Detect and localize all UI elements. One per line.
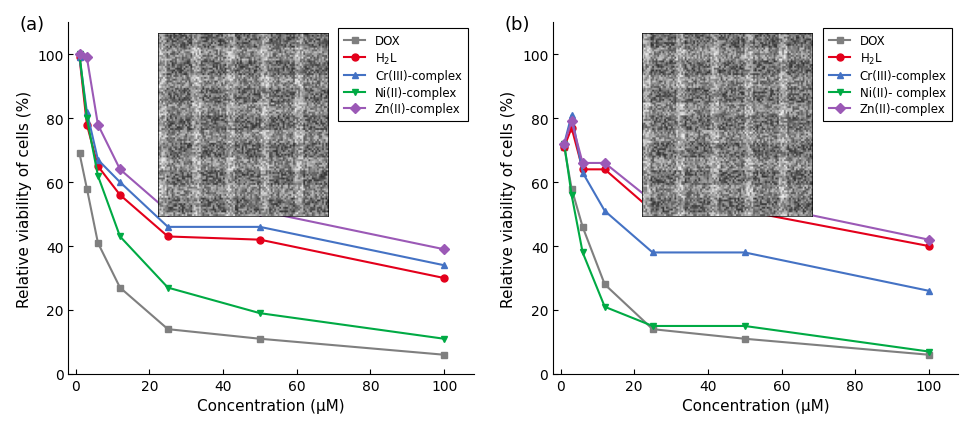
Zn(II)-complex [739, 199, 751, 204]
Y-axis label: Relative viability of cells (%): Relative viability of cells (%) [501, 90, 517, 307]
DOX [162, 327, 174, 332]
Line: Ni(II)-complex: Ni(II)-complex [76, 52, 448, 342]
Zn(II)-complex [577, 161, 589, 166]
Zn(II)-complex [646, 199, 658, 204]
Zn(II)-complex [92, 123, 103, 128]
Ni(II)-complex [92, 174, 103, 179]
Cr(III)-complex [599, 209, 610, 214]
DOX [439, 352, 450, 357]
Ni(II)-complex [81, 117, 93, 122]
Text: (b): (b) [504, 16, 530, 34]
H$_2$L [162, 234, 174, 240]
H$_2$L [254, 237, 266, 243]
Legend: DOX, H$_2$L, Cr(III)-complex, Ni(II)- complex, Zn(II)-complex: DOX, H$_2$L, Cr(III)-complex, Ni(II)- co… [823, 29, 953, 122]
Cr(III)-complex [81, 110, 93, 115]
Ni(II)-complex [114, 234, 126, 240]
H$_2$L [92, 164, 103, 169]
Line: Zn(II)-complex: Zn(II)-complex [561, 119, 932, 243]
DOX [577, 225, 589, 230]
H$_2$L [566, 126, 577, 131]
DOX [739, 336, 751, 341]
DOX [74, 151, 86, 157]
Text: (a): (a) [20, 16, 45, 34]
Line: DOX: DOX [76, 150, 448, 358]
Zn(II)-complex [162, 209, 174, 214]
DOX [566, 187, 577, 192]
DOX [92, 241, 103, 246]
Ni(II)-complex [254, 311, 266, 316]
H$_2$L [559, 145, 570, 150]
Cr(III)-complex [646, 250, 658, 255]
Cr(III)-complex [566, 113, 577, 118]
Line: DOX: DOX [561, 144, 932, 358]
Ni(II)- complex [739, 324, 751, 329]
Zn(II)-complex [599, 161, 610, 166]
Ni(II)- complex [599, 304, 610, 310]
Cr(III)-complex [162, 225, 174, 230]
H$_2$L [81, 123, 93, 128]
Ni(II)- complex [577, 250, 589, 255]
Cr(III)-complex [439, 263, 450, 268]
Ni(II)- complex [566, 193, 577, 198]
Cr(III)-complex [74, 56, 86, 61]
H$_2$L [439, 276, 450, 281]
H$_2$L [577, 167, 589, 172]
H$_2$L [599, 167, 610, 172]
Zn(II)-complex [74, 52, 86, 58]
Ni(II)-complex [162, 286, 174, 291]
Ni(II)- complex [559, 142, 570, 147]
Ni(II)-complex [74, 52, 86, 58]
Ni(II)-complex [439, 336, 450, 341]
Ni(II)- complex [646, 324, 658, 329]
Line: H$_2$L: H$_2$L [561, 125, 932, 250]
Line: Zn(II)-complex: Zn(II)-complex [76, 52, 448, 253]
Line: H$_2$L: H$_2$L [76, 55, 448, 282]
Line: Ni(II)- complex: Ni(II)- complex [561, 141, 932, 355]
DOX [646, 327, 658, 332]
Cr(III)-complex [114, 180, 126, 185]
X-axis label: Concentration (μM): Concentration (μM) [197, 399, 345, 413]
Cr(III)-complex [739, 250, 751, 255]
DOX [559, 145, 570, 150]
Zn(II)-complex [566, 120, 577, 125]
Zn(II)-complex [254, 209, 266, 214]
Line: Cr(III)-complex: Cr(III)-complex [561, 112, 932, 295]
DOX [599, 282, 610, 287]
Zn(II)-complex [81, 56, 93, 61]
Zn(II)-complex [923, 237, 935, 243]
Cr(III)-complex [559, 142, 570, 147]
Legend: DOX, H$_2$L, Cr(III)-complex, Ni(II)-complex, Zn(II)-complex: DOX, H$_2$L, Cr(III)-complex, Ni(II)-com… [338, 29, 468, 122]
Cr(III)-complex [923, 289, 935, 294]
H$_2$L [739, 209, 751, 214]
H$_2$L [923, 244, 935, 249]
H$_2$L [114, 193, 126, 198]
H$_2$L [646, 209, 658, 214]
Cr(III)-complex [577, 171, 589, 176]
DOX [114, 286, 126, 291]
X-axis label: Concentration (μM): Concentration (μM) [682, 399, 830, 413]
Y-axis label: Relative viability of cells (%): Relative viability of cells (%) [17, 90, 31, 307]
Ni(II)- complex [923, 349, 935, 354]
DOX [254, 336, 266, 341]
Cr(III)-complex [254, 225, 266, 230]
H$_2$L [74, 56, 86, 61]
Cr(III)-complex [92, 158, 103, 163]
DOX [81, 187, 93, 192]
DOX [923, 352, 935, 357]
Line: Cr(III)-complex: Cr(III)-complex [76, 55, 448, 269]
Zn(II)-complex [559, 142, 570, 147]
Zn(II)-complex [439, 247, 450, 252]
Zn(II)-complex [114, 167, 126, 172]
